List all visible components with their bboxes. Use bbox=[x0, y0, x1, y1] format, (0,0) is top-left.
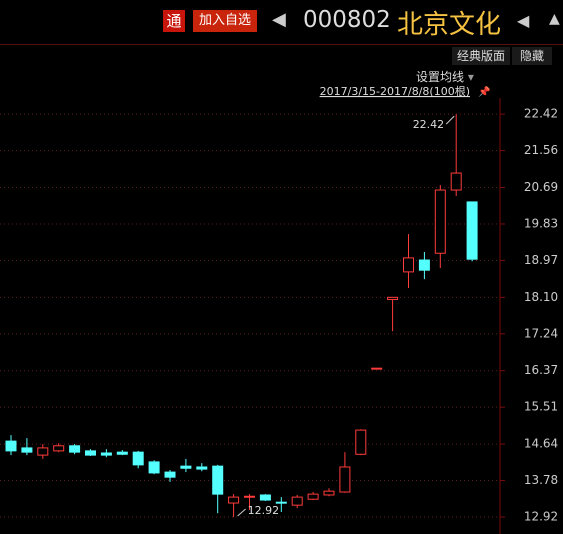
ma-setting[interactable]: 设置均线 ▾ bbox=[416, 70, 474, 84]
y-tick-label: 16.37 bbox=[524, 363, 558, 377]
tag: 通 bbox=[163, 10, 185, 32]
next-arrow[interactable]: ◀ bbox=[517, 11, 530, 30]
candle-body bbox=[434, 189, 446, 254]
candle-body bbox=[403, 257, 414, 273]
candle-body bbox=[323, 490, 335, 496]
candle-body bbox=[53, 445, 65, 452]
candle-body bbox=[387, 296, 399, 300]
candle-body bbox=[196, 466, 208, 470]
candle-body bbox=[259, 494, 271, 501]
candle-body bbox=[148, 461, 160, 474]
add-button[interactable]: 加入自选 bbox=[193, 10, 257, 32]
y-tick-label: 20.69 bbox=[524, 180, 558, 194]
candle-body bbox=[355, 429, 367, 455]
candle-body bbox=[418, 259, 430, 271]
y-tick-label: 18.10 bbox=[524, 290, 558, 304]
candle-body bbox=[466, 201, 478, 260]
y-tick-label: 15.51 bbox=[524, 400, 558, 414]
candle-body bbox=[291, 496, 303, 506]
divider bbox=[0, 44, 563, 45]
hide-button[interactable]: 隐藏 bbox=[512, 47, 552, 65]
candle-body bbox=[371, 367, 383, 370]
candle-body bbox=[100, 452, 112, 456]
candle-body bbox=[307, 493, 319, 500]
layout-button[interactable]: 经典版面 bbox=[452, 47, 510, 65]
y-tick-label: 14.64 bbox=[524, 437, 558, 451]
candle-body bbox=[69, 445, 81, 453]
candle-body bbox=[116, 451, 128, 455]
candle-body bbox=[164, 471, 176, 478]
candle-body bbox=[5, 440, 17, 452]
up-arrow[interactable]: ▲ bbox=[549, 11, 560, 27]
candle-body bbox=[132, 451, 144, 466]
prev-arrow[interactable]: ◀ bbox=[272, 9, 286, 30]
candle-body bbox=[339, 466, 351, 493]
y-tick-label: 19.83 bbox=[524, 216, 558, 230]
y-tick-label: 13.78 bbox=[524, 473, 558, 487]
candle-body bbox=[37, 447, 49, 456]
candle-body bbox=[21, 447, 33, 453]
y-tick-label: 17.24 bbox=[524, 326, 558, 340]
candle-body bbox=[244, 495, 255, 498]
y-tick-label: 21.56 bbox=[524, 143, 558, 157]
y-tick-label: 12.92 bbox=[524, 510, 558, 524]
y-tick-label: 22.42 bbox=[524, 107, 558, 121]
candle-body bbox=[450, 172, 462, 191]
min-label: 12.92 bbox=[248, 504, 280, 517]
pin-icon[interactable]: 📌 bbox=[478, 85, 491, 98]
candle-body bbox=[85, 450, 96, 456]
date-range: 2017/3/15-2017/8/8(100根) bbox=[320, 84, 470, 98]
annotation-arrow bbox=[445, 115, 455, 125]
candle-body bbox=[180, 465, 192, 469]
candle-body bbox=[212, 465, 224, 495]
stock-name: 北京文化 bbox=[397, 10, 502, 40]
candle-body bbox=[275, 501, 287, 504]
ma-setting-text: 设置均线 bbox=[416, 70, 465, 84]
y-tick-label: 18.97 bbox=[524, 253, 558, 267]
annotation-arrow bbox=[237, 508, 246, 517]
stock-code: 000802 bbox=[303, 7, 391, 33]
candle-body bbox=[228, 496, 240, 504]
max-label: 22.42 bbox=[413, 118, 445, 131]
